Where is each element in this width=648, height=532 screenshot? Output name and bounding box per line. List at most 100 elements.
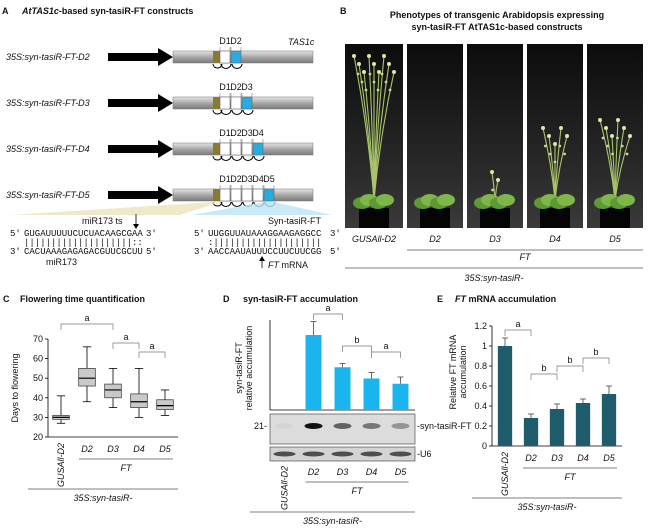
flower: [377, 70, 381, 74]
bar: [575, 403, 591, 446]
x-tick-label: D4: [577, 453, 589, 463]
pot: [359, 208, 389, 228]
box: [78, 368, 96, 387]
panel-letter: D: [223, 294, 230, 304]
y-axis-label: syn-tasiR-FT: [234, 342, 244, 394]
tasirna-position: [219, 96, 231, 110]
construct-label: 35S:syn-tasiR-FT-D3: [6, 98, 90, 108]
chart-title-part: FT: [455, 294, 467, 304]
bar: [392, 383, 409, 410]
group-label: FT: [565, 472, 577, 482]
tasirna-position: [241, 96, 253, 110]
tasirna-position: [219, 50, 231, 64]
lane-label: GUSAll-D2: [352, 234, 396, 244]
y-tick-label: 50: [33, 373, 43, 383]
tasirna-position: [252, 142, 264, 156]
y-tick-label: 0.8: [474, 361, 487, 371]
precursor-bar: [172, 50, 314, 64]
cleavage-arc: [231, 155, 243, 161]
box: [156, 399, 174, 410]
cleavage-arc: [253, 155, 265, 161]
mrna-label-part: mRNA: [279, 260, 308, 270]
flower: [362, 70, 366, 74]
panel-title-part: -based syn-tasiR-FT constructs: [59, 6, 194, 16]
x-tick-label: D2: [525, 453, 537, 463]
bar: [497, 346, 513, 446]
flower: [388, 88, 392, 92]
y-axis-label: Relative FT mRNA: [448, 335, 458, 410]
bar: [363, 378, 380, 410]
significance-bracket: [60, 323, 114, 330]
lane-label: D5: [609, 234, 621, 244]
flower: [558, 144, 562, 148]
flower: [565, 134, 569, 138]
panel-letter: B: [340, 6, 347, 16]
flower: [553, 160, 557, 164]
end-label: 5': [330, 247, 341, 257]
chart-title-part: Flowering time quantification: [20, 294, 145, 304]
flower: [628, 134, 632, 138]
significance-bracket: [342, 345, 372, 352]
lane-label: D2: [429, 234, 441, 244]
pairing: :||||||||||||||||||||: [208, 238, 321, 248]
group-label: FT: [520, 252, 532, 262]
y-tick-label: 20: [33, 432, 43, 442]
end-label: 3': [10, 247, 21, 257]
position-label: D4: [252, 174, 264, 184]
flower: [380, 72, 384, 76]
flower: [364, 88, 368, 92]
flower: [610, 134, 614, 138]
pot: [540, 208, 570, 228]
mir173-site: [213, 51, 220, 63]
blot-band: [333, 423, 352, 429]
panel-letter: C: [3, 294, 10, 304]
position-label: D3: [241, 82, 253, 92]
significance-letter: a: [123, 332, 128, 342]
locus-label: TAS1c: [288, 37, 315, 47]
zoom-wedge: [192, 202, 332, 215]
significance-letter: b: [567, 355, 572, 365]
flower: [376, 88, 380, 92]
mrna-label: FT mRNA: [268, 260, 308, 270]
flower: [491, 188, 494, 192]
y-axis-label: Days to flowering: [10, 353, 20, 422]
significance-letter: a: [149, 341, 154, 351]
mirna-label: miR173: [46, 257, 77, 267]
rosette-leaf: [617, 194, 635, 206]
significance-bracket: [582, 357, 610, 364]
tasirna-position: [263, 188, 275, 202]
y-tick-label: 1.2: [474, 321, 487, 331]
position-label: D1: [219, 82, 231, 92]
panel-title-part: AtTAS1c: [21, 6, 59, 16]
bar: [601, 394, 617, 446]
y-tick-label: 0.2: [474, 421, 487, 431]
significance-bracket: [112, 342, 140, 349]
y-tick-label: 1: [482, 341, 487, 351]
sequence: GUGAUUUUUCUCUACAAGCGAA: [24, 229, 143, 239]
cleavage-arc: [220, 109, 232, 115]
tasirna-position: [230, 188, 242, 202]
promoter-arrow: [108, 186, 173, 204]
panel-title: syn-tasiR-FT AtTAS1c-based constructs: [411, 22, 582, 32]
tasirna-position: [241, 188, 253, 202]
pairing: ||||||||||||||||||||::: [24, 238, 143, 248]
flower: [387, 62, 391, 66]
lane-label: D4: [549, 234, 561, 244]
rosette-leaf: [376, 194, 394, 206]
significance-bracket: [530, 373, 558, 380]
panel-title: Phenotypes of transgenic Arabidopsis exp…: [390, 10, 604, 20]
construct-label: 35S:syn-tasiR-FT-D4: [6, 144, 90, 154]
blot-label: -U6: [417, 449, 432, 459]
y-axis-label: relative accumulation: [244, 326, 254, 411]
position-label: D2: [230, 36, 242, 46]
y-tick-label: 40: [33, 393, 43, 403]
site-label: miR173 ts: [82, 216, 123, 226]
construct-label: 35S:syn-tasiR-FT-D5: [6, 190, 91, 200]
sequence: AACCAAUAUUUCCUUCUUCGG: [208, 247, 321, 257]
position-label: D2: [230, 82, 242, 92]
panel-letter: E: [437, 294, 443, 304]
flower: [598, 118, 602, 122]
y-tick-label: 30: [33, 412, 43, 422]
flower: [616, 118, 620, 122]
